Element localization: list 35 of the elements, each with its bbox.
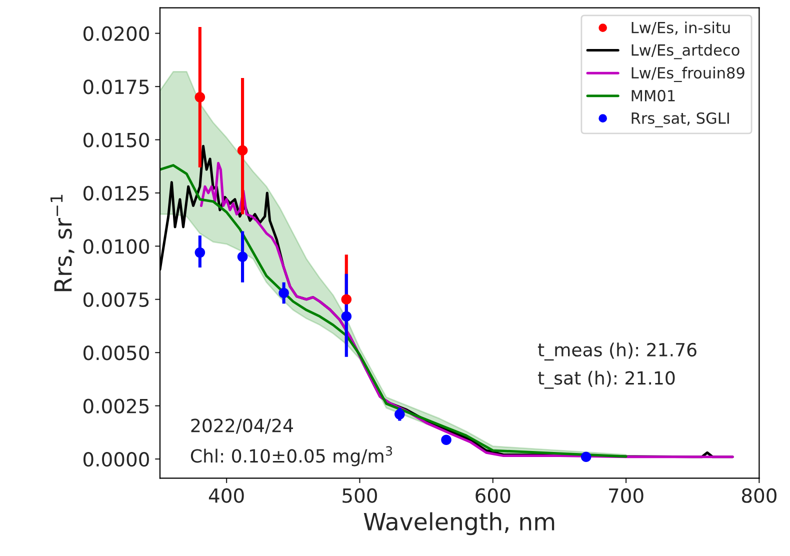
- annotation: t_sat (h): 21.10: [538, 370, 675, 389]
- point: [278, 288, 289, 298]
- y-tick-label: 0.0150: [84, 132, 149, 148]
- y-tick-label: 0.0050: [84, 346, 149, 360]
- point: [194, 247, 206, 258]
- legend-label: MM01: [632, 90, 675, 102]
- y-tick-label: 0.0200: [84, 26, 149, 41]
- x-tick-label: 500: [342, 488, 377, 503]
- legend-label: Lw/Es_frouin89: [632, 66, 744, 82]
- point: [441, 434, 452, 445]
- y-tick-label: 0.0000: [84, 452, 149, 467]
- legend-label: Lw/Es_artdeco: [632, 44, 740, 60]
- y-tick-label: 0.0175: [84, 79, 149, 94]
- annotation: Chl: 0.10±0.05 mg/m$^{3}$: [190, 446, 392, 466]
- y-tick-label: 0.0025: [84, 398, 149, 414]
- x-tick-label: 400: [208, 488, 244, 503]
- y-axis-title: Rrs, sr$^{−1}$: [50, 194, 74, 292]
- point: [237, 252, 248, 262]
- x-tick-label: 600: [476, 488, 510, 503]
- y-tick-label: 0.0100: [84, 239, 149, 254]
- point: [341, 311, 352, 322]
- annotation: 2022/04/24: [191, 418, 293, 434]
- x-tick-label: 700: [609, 488, 644, 503]
- legend-label: Rrs_sat, SGLI: [632, 112, 729, 128]
- legend-label: Lw/Es, in-situ: [632, 22, 730, 35]
- point: [194, 92, 206, 102]
- x-axis-title: Wavelength, nm: [364, 512, 554, 536]
- x-tick-label: 800: [742, 488, 776, 503]
- y-tick-label: 0.0075: [84, 292, 149, 308]
- y-tick-label: 0.0125: [84, 186, 149, 201]
- point: [237, 145, 248, 156]
- annotation: t_meas (h): 21.76: [538, 342, 696, 361]
- point: [580, 452, 592, 462]
- point: [341, 294, 352, 305]
- point: [394, 409, 405, 420]
